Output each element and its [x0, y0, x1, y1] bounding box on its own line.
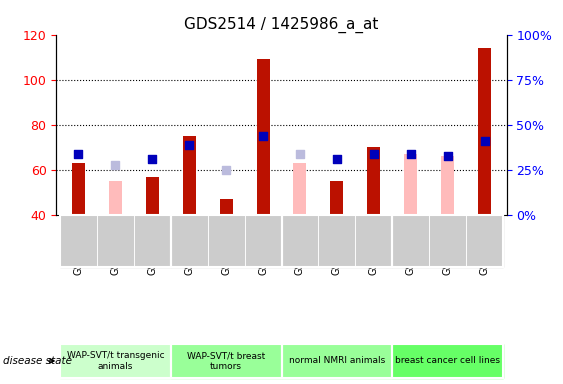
Bar [293, 163, 306, 215]
Bar [109, 181, 122, 215]
Point [148, 156, 157, 162]
Title: GDS2514 / 1425986_a_at: GDS2514 / 1425986_a_at [184, 17, 379, 33]
Bar [478, 48, 491, 215]
Text: disease state: disease state [3, 356, 72, 366]
Point [406, 151, 415, 157]
Point [258, 133, 267, 139]
Point [296, 151, 305, 157]
Text: WAP-SVT/t transgenic
animals: WAP-SVT/t transgenic animals [66, 351, 164, 371]
Point [332, 156, 341, 162]
Bar [404, 154, 417, 215]
Bar [257, 60, 270, 215]
Bar [183, 136, 196, 215]
Bar [330, 181, 343, 215]
Bar [146, 177, 159, 215]
Point [443, 153, 452, 159]
Text: breast cancer cell lines: breast cancer cell lines [395, 356, 500, 366]
Bar [220, 199, 233, 215]
Text: WAP-SVT/t breast
tumors: WAP-SVT/t breast tumors [187, 351, 265, 371]
Bar [72, 163, 85, 215]
Point [222, 167, 231, 173]
Bar [441, 156, 454, 215]
Bar [367, 147, 380, 215]
Text: normal NMRI animals: normal NMRI animals [289, 356, 385, 366]
Point [369, 151, 378, 157]
Point [185, 142, 194, 148]
Point [111, 162, 120, 169]
Point [480, 137, 489, 144]
Point [74, 151, 83, 157]
